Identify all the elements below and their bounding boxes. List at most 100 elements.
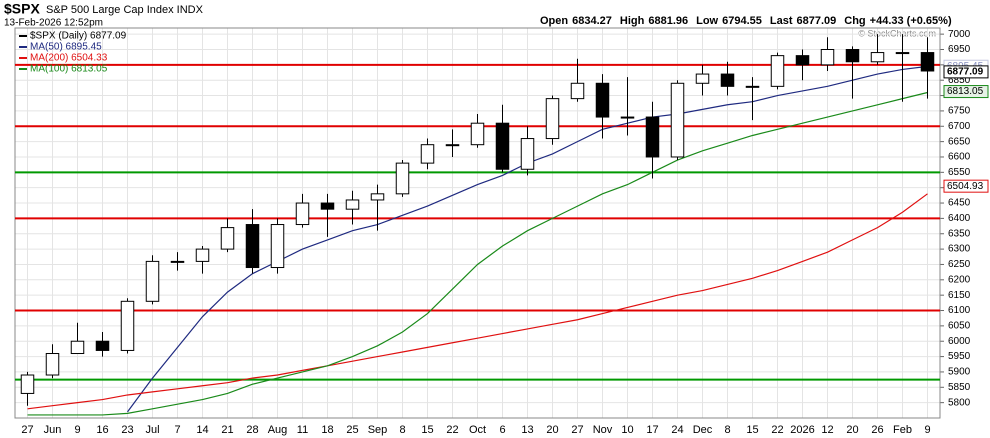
candle-body [870,52,885,63]
copyright: © StockCharts.com [858,28,936,38]
x-tick-label: Jun [44,424,62,436]
price-badge [943,85,989,99]
candle-body [70,340,85,355]
y-tick-label: 5950 [948,351,971,362]
x-tick-label: 15 [421,424,433,436]
candle-body [220,227,235,250]
candle-body [45,353,60,376]
x-tick-label: 22 [446,424,458,436]
x-tick-label: 8 [724,424,730,436]
y-tick-label: 6750 [948,106,971,117]
price-badge-label: 6877.09 [947,67,984,78]
chart-subtitle: S&P 500 Large Cap Index INDX [46,4,204,16]
x-tick-label: 23 [121,424,133,436]
y-tick-label: 6700 [948,121,971,132]
x-tick-label: Jul [145,424,159,436]
x-tick-label: 20 [546,424,558,436]
legend-swatch [19,46,27,48]
legend-label: MA(200) 6504.33 [30,53,108,64]
y-tick-label: 6150 [948,290,971,301]
candle-body [595,82,610,118]
x-tick-label: 10 [621,424,633,436]
price-badge-label: 6813.05 [947,86,984,97]
candle-body [745,85,760,88]
candle-body [20,374,35,394]
x-tick-label: 12 [821,424,833,436]
stat-value: 6834.27 [572,15,612,27]
candle-body [445,144,460,147]
x-tick-label: 13 [521,424,533,436]
candle-body [895,52,910,55]
x-tick-label: Sep [368,424,388,436]
x-tick-label: 17 [646,424,658,436]
x-tick-label: 25 [346,424,358,436]
price-badge-label: 6504.93 [947,181,984,192]
candle-body [470,122,485,146]
x-tick-label: 8 [399,424,405,436]
candle-body [620,116,635,119]
y-tick-label: 6600 [948,152,971,163]
legend-label: MA(50) 6895.45 [30,42,102,53]
y-tick-label: 6950 [948,44,971,55]
y-tick-label: 6350 [948,228,971,239]
x-tick-label: 20 [846,424,858,436]
x-tick-label: 26 [871,424,883,436]
y-tick-label: 6850 [948,75,971,86]
candle-body [395,162,410,195]
candle-body [845,48,860,63]
candle-body [120,300,135,351]
y-tick-label: 6250 [948,259,971,270]
chart-date: 13-Feb-2026 12:52pm [4,18,103,29]
y-tick-label: 6450 [948,198,971,209]
y-tick-label: 5800 [948,397,971,408]
x-tick-label: 15 [746,424,758,436]
y-tick-label: 6550 [948,167,971,178]
y-tick-label: 6400 [948,213,971,224]
x-tick-label: Dec [693,424,713,436]
x-tick-label: 27 [571,424,583,436]
x-tick-label: 27 [21,424,33,436]
candle-body [820,48,835,66]
candle-body [295,202,310,226]
candle-body [495,122,510,170]
candle-body [370,193,385,201]
candle-body [570,82,585,100]
candle-body [920,52,935,72]
candle-body [170,260,185,263]
stat-label: High [620,15,645,27]
y-tick-label: 6650 [948,136,971,147]
x-tick-label: 9 [74,424,80,436]
legend-swatch [19,68,27,70]
stat-label: Chg [844,15,865,27]
candle-body [420,144,435,164]
candle-body [720,73,735,87]
candle-body [345,199,360,210]
legend-label: MA(100) 6813.05 [30,64,108,75]
x-tick-label: 28 [246,424,258,436]
x-tick-label: 18 [321,424,333,436]
candle-body [145,260,160,302]
legend-swatch [19,35,27,37]
y-tick-label: 6300 [948,244,971,255]
y-tick-label: 5900 [948,367,971,378]
y-tick-label: 5850 [948,382,971,393]
legend-label: $SPX (Daily) 6877.09 [30,31,127,42]
stat-value: 6877.09 [797,15,837,27]
x-tick-label: 24 [671,424,683,436]
candle-body [670,82,685,158]
candle-body [195,248,210,262]
stat-label: Last [770,15,793,27]
y-tick-label: 6050 [948,321,971,332]
x-tick-label: 6 [499,424,505,436]
stat-label: Low [696,15,718,27]
stat-value: +44.33 (+0.65%) [870,15,952,27]
candle-body [520,138,535,170]
x-tick-label: 2026 [790,424,814,436]
candle-body [695,73,710,84]
stat-value: 6881.96 [648,15,688,27]
y-tick-label: 6000 [948,336,971,347]
x-tick-label: 14 [196,424,208,436]
ma-line [27,193,928,410]
x-tick-label: Aug [268,424,288,436]
